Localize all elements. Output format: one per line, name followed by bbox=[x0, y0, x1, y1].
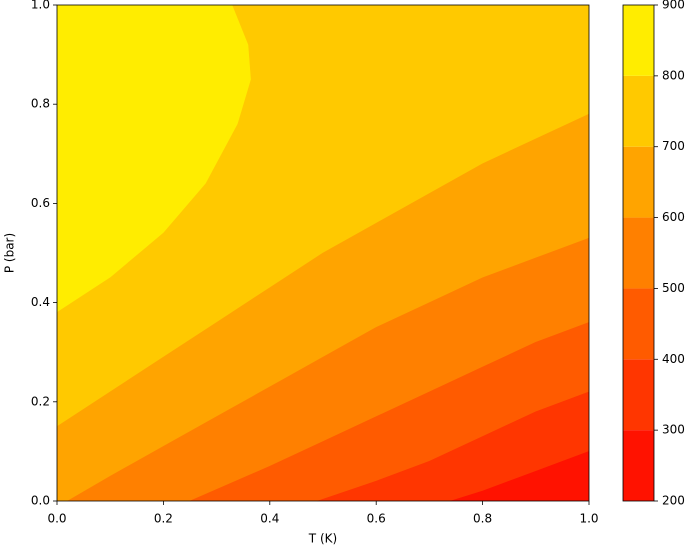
x-tick-label: 1.0 bbox=[579, 512, 598, 526]
colorbar-frame bbox=[622, 4, 655, 502]
colorbar-tick-label: 400 bbox=[662, 352, 685, 366]
contour-line bbox=[56, 113, 590, 427]
x-axis-label: T (K) bbox=[308, 532, 337, 546]
colorbar-band bbox=[623, 75, 654, 147]
y-tick-label: 0.8 bbox=[31, 97, 50, 111]
y-tick-label: 0.2 bbox=[31, 394, 50, 408]
contour-band bbox=[57, 451, 589, 501]
y-axis-label: P (bar) bbox=[3, 233, 17, 273]
x-tick-label: 0.2 bbox=[154, 512, 173, 526]
y-tick-label: 1.0 bbox=[31, 0, 50, 12]
y-tick-label: 0.0 bbox=[31, 494, 50, 508]
colorbar-band bbox=[623, 217, 654, 289]
colorbar-band bbox=[623, 359, 654, 431]
contour-band bbox=[57, 391, 589, 501]
x-tick-label: 0.6 bbox=[367, 512, 386, 526]
contour-line bbox=[189, 322, 590, 502]
colorbar-tick-label: 600 bbox=[662, 210, 685, 224]
contour-line bbox=[450, 451, 590, 502]
colorbar-tick-label: 800 bbox=[662, 68, 685, 82]
x-tick-label: 0.0 bbox=[47, 512, 66, 526]
colorbar-band bbox=[623, 288, 654, 360]
colorbar-band bbox=[623, 146, 654, 218]
colorbar-tick-label: 200 bbox=[662, 494, 685, 508]
colorbar-band bbox=[623, 430, 654, 501]
colorbar-tick-label: 900 bbox=[662, 0, 685, 12]
contour-line bbox=[56, 4, 252, 313]
colorbar-band bbox=[623, 5, 654, 76]
y-tick-label: 0.6 bbox=[31, 196, 50, 210]
colorbar-tick-label: 500 bbox=[662, 281, 685, 295]
y-tick-label: 0.4 bbox=[31, 295, 50, 309]
colorbar-tick-label: 300 bbox=[662, 423, 685, 437]
contour-line bbox=[317, 391, 590, 502]
plot-frame bbox=[56, 4, 590, 502]
x-tick-label: 0.4 bbox=[260, 512, 279, 526]
x-tick-label: 0.8 bbox=[473, 512, 492, 526]
contour-line bbox=[67, 237, 590, 502]
colorbar-tick-label: 700 bbox=[662, 139, 685, 153]
